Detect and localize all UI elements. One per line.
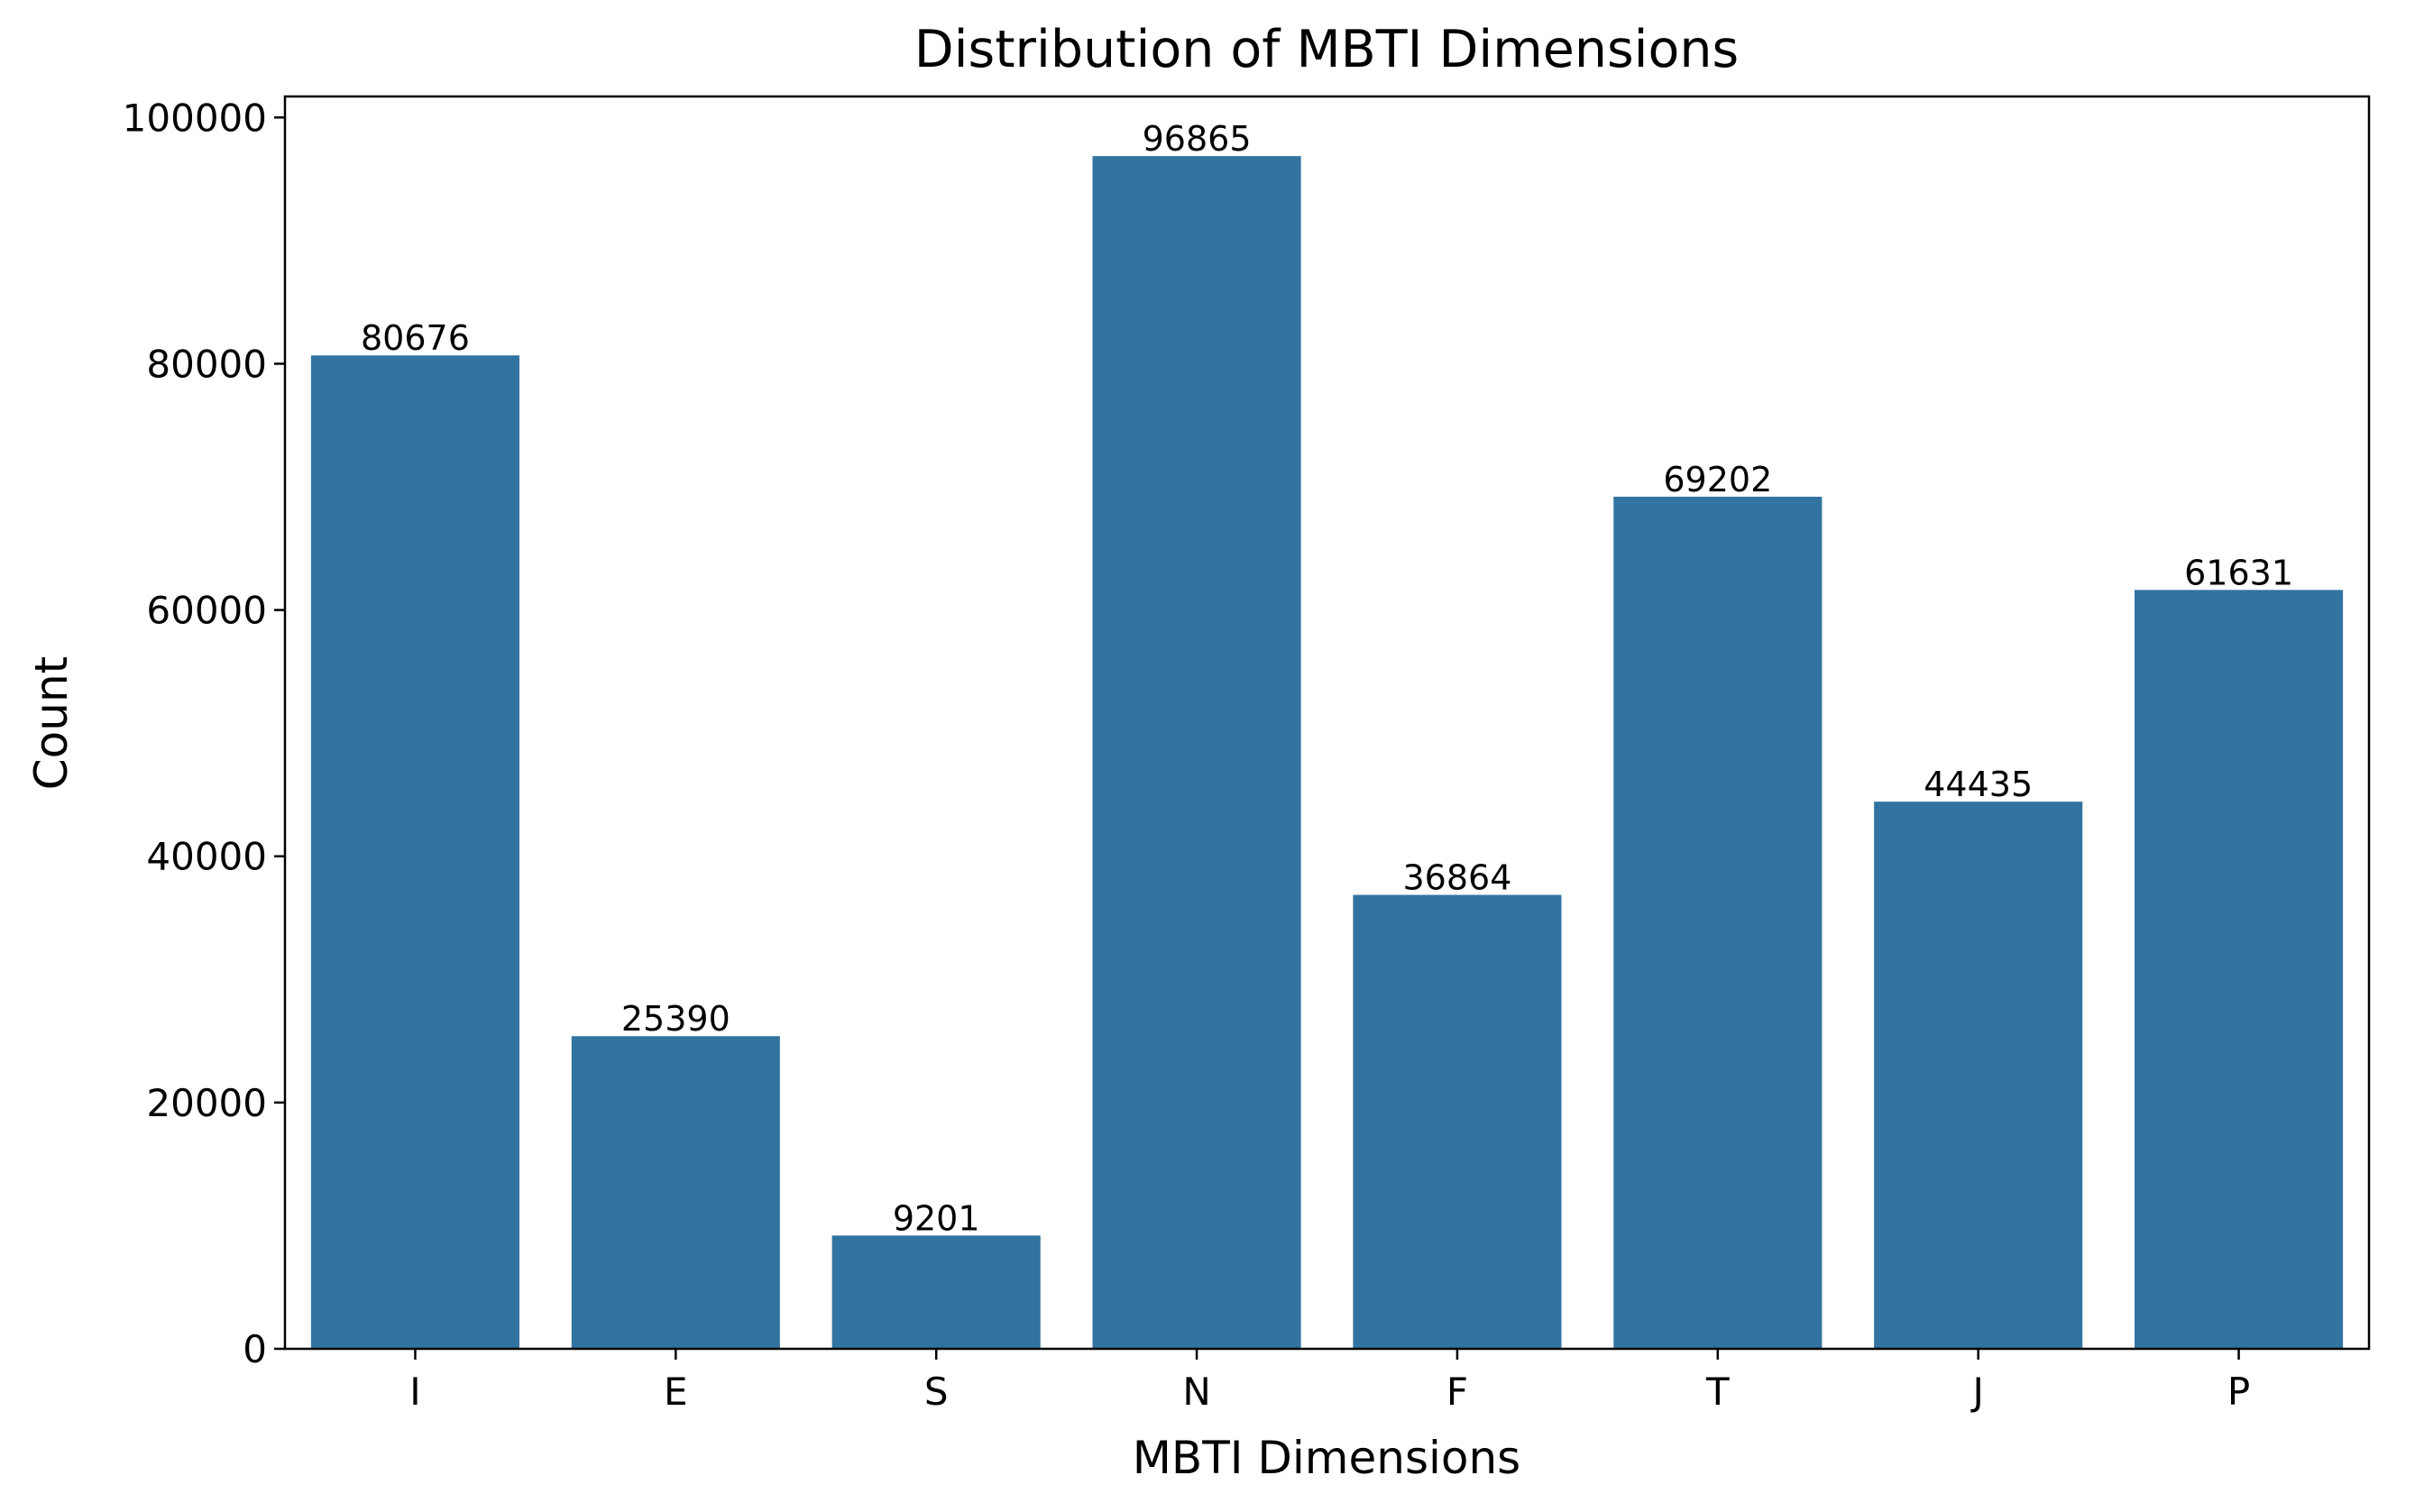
x-tick-label-S: S bbox=[924, 1370, 949, 1414]
data-label-J: 44435 bbox=[1924, 765, 2033, 804]
bar-F bbox=[1353, 894, 1562, 1349]
data-label-E: 25390 bbox=[621, 999, 730, 1039]
y-tick-label: 80000 bbox=[146, 342, 267, 386]
y-axis-label: Count bbox=[25, 656, 78, 791]
y-tick-label: 100000 bbox=[123, 96, 267, 140]
y-tick-label: 0 bbox=[243, 1327, 267, 1371]
y-tick-label: 20000 bbox=[146, 1081, 267, 1125]
y-tick-label: 40000 bbox=[146, 835, 267, 879]
bars-layer bbox=[310, 156, 2344, 1350]
x-tick-label-E: E bbox=[664, 1370, 688, 1414]
bar-N bbox=[1092, 156, 1301, 1350]
bar-I bbox=[310, 355, 519, 1350]
data-label-T: 69202 bbox=[1663, 460, 1772, 499]
bar-E bbox=[571, 1036, 780, 1349]
x-tick-label-J: J bbox=[1970, 1370, 1983, 1414]
x-tick-label-N: N bbox=[1182, 1370, 1210, 1414]
chart-title: Distribution of MBTI Dimensions bbox=[914, 20, 1739, 79]
data-labels-layer: 80676 25390 9201 96865 36864 69202 44435 61631 bbox=[361, 119, 2293, 1238]
data-label-S: 9201 bbox=[893, 1198, 980, 1238]
y-axis-ticks: 0 20000 40000 60000 80000 100000 bbox=[123, 96, 285, 1371]
x-tick-label-T: T bbox=[1705, 1370, 1730, 1414]
y-tick-label: 60000 bbox=[146, 589, 267, 633]
x-axis-label: MBTI Dimensions bbox=[1133, 1432, 1520, 1484]
x-tick-label-F: F bbox=[1446, 1370, 1468, 1414]
plot-frame bbox=[283, 95, 2371, 1351]
data-label-N: 96865 bbox=[1143, 119, 1252, 159]
x-tick-label-I: I bbox=[409, 1370, 420, 1414]
data-label-I: 80676 bbox=[361, 318, 470, 358]
data-label-F: 36864 bbox=[1402, 858, 1511, 898]
bar-S bbox=[831, 1235, 1041, 1349]
bar-P bbox=[2135, 590, 2344, 1349]
bar-J bbox=[1874, 802, 2083, 1349]
data-label-P: 61631 bbox=[2184, 553, 2293, 592]
x-tick-label-P: P bbox=[2227, 1370, 2250, 1414]
bar-T bbox=[1613, 496, 1823, 1349]
